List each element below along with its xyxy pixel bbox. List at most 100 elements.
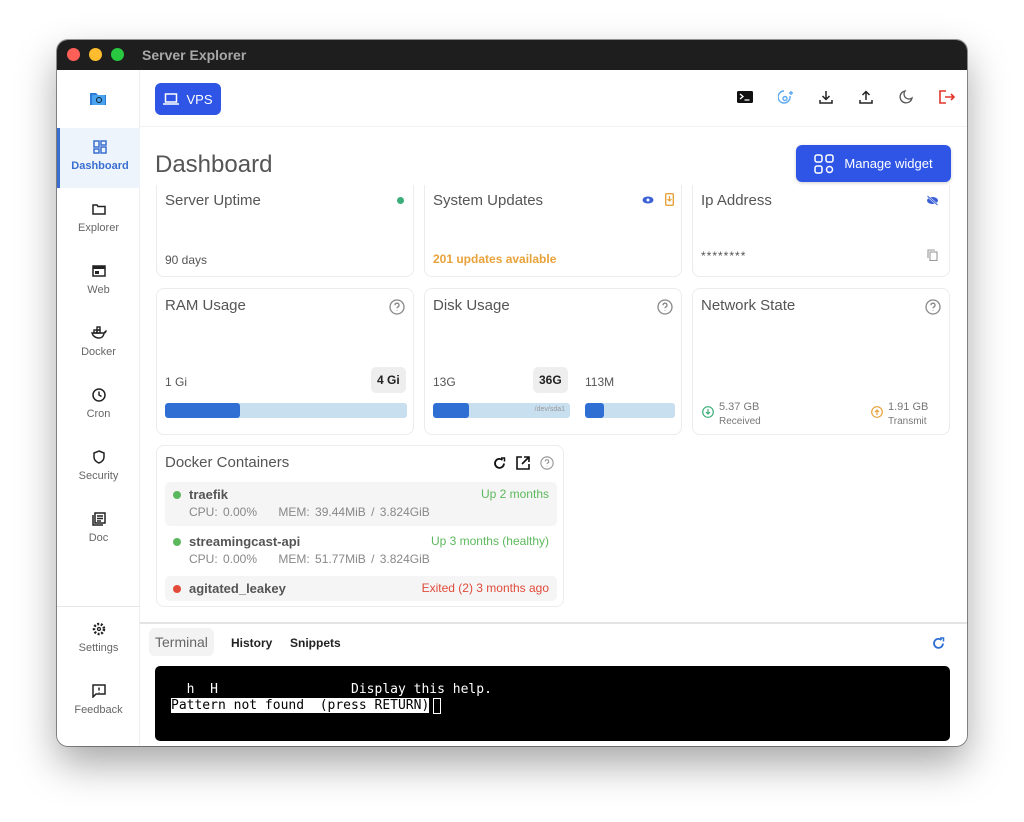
gear-icon	[92, 622, 105, 636]
container-stats: CPU: 0.00% MEM: 39.44MiB / 3.824GiB	[189, 505, 430, 519]
container-status: Up 2 months	[480, 487, 549, 501]
terminal-output[interactable]: h H Display this help. Pattern not found…	[155, 666, 950, 741]
open-external-icon[interactable]	[516, 456, 530, 470]
ram-progress-bar	[165, 403, 407, 418]
refresh-icon[interactable]	[493, 457, 506, 470]
container-name: streamingcast-api	[189, 534, 301, 549]
ai-chat-icon[interactable]	[778, 90, 794, 106]
laptop-icon	[163, 93, 180, 105]
container-row[interactable]: streamingcast-api Up 3 months (healthy) …	[165, 529, 557, 573]
upload-icon[interactable]	[859, 90, 873, 104]
widget-ip-address: Ip Address ********	[692, 185, 950, 277]
transmit-label: Transmit	[888, 416, 927, 427]
sidebar-item-settings[interactable]: Settings	[57, 610, 140, 670]
upload-circle-icon	[871, 406, 883, 418]
status-dot	[173, 538, 181, 546]
eye-icon[interactable]	[642, 195, 654, 205]
updates-available[interactable]: 201 updates available	[433, 252, 557, 266]
widget-ram-usage: RAM Usage 1 Gi 4 Gi	[156, 288, 414, 435]
dashboard-main: Server Uptime 90 days System Updates 201…	[140, 127, 967, 622]
widget-title: Disk Usage	[433, 297, 510, 314]
container-stats: CPU: 0.00% MEM: 51.77MiB / 3.824GiB	[189, 552, 430, 566]
app-logo	[89, 89, 107, 112]
top-header: VPS	[140, 70, 967, 127]
eye-off-icon[interactable]	[926, 195, 939, 206]
sidebar-item-cron[interactable]: Cron	[57, 376, 140, 436]
received-value: 5.37 GB	[719, 401, 760, 413]
sidebar-item-feedback[interactable]: Feedback	[57, 672, 140, 732]
help-icon[interactable]	[925, 299, 941, 315]
window-title: Server Explorer	[142, 47, 247, 63]
logout-icon[interactable]	[939, 90, 955, 104]
widget-title: Ip Address	[701, 192, 772, 209]
sidebar-item-label: Docker	[81, 346, 116, 358]
sidebar-item-label: Cron	[86, 408, 111, 420]
sidebar-item-label: Doc	[88, 532, 109, 544]
disk-progress-bar: /dev/sda1	[433, 403, 570, 418]
tab-history[interactable]: History	[231, 636, 273, 650]
disk-second-progress-fill	[585, 403, 604, 418]
download-icon[interactable]	[819, 90, 833, 104]
widget-title: Server Uptime	[165, 192, 261, 209]
container-cpu: CPU: 0.00%	[189, 505, 258, 519]
doc-icon	[91, 512, 106, 526]
transmit-value: 1.91 GB	[888, 401, 929, 413]
maximize-window-button[interactable]	[111, 48, 124, 61]
disk-device: /dev/sda1	[534, 406, 565, 413]
sidebar-item-doc[interactable]: Doc	[57, 500, 140, 560]
help-icon[interactable]	[389, 299, 405, 315]
dashboard-icon	[93, 140, 107, 154]
container-row[interactable]: traefik Up 2 months CPU: 0.00% MEM: 39.4…	[165, 482, 557, 526]
terminal-icon[interactable]	[737, 90, 753, 104]
disk-total: 36G	[533, 367, 568, 393]
container-row[interactable]: agitated_leakey Exited (2) 3 months ago	[165, 576, 557, 601]
ip-value: ********	[701, 249, 747, 263]
status-dot	[397, 197, 404, 204]
sidebar-divider	[57, 606, 140, 607]
ram-used: 1 Gi	[165, 375, 188, 389]
sidebar-item-label: Feedback	[74, 704, 123, 716]
sidebar-item-web[interactable]: Web	[57, 252, 140, 312]
sidebar-item-security[interactable]: Security	[57, 438, 140, 498]
sidebar-item-dashboard[interactable]: Dashboard	[57, 128, 140, 188]
sidebar-item-label: Security	[78, 470, 119, 482]
terminal-line-highlight: Pattern not found (press RETURN)	[171, 698, 430, 713]
download-circle-icon	[702, 406, 714, 418]
sidebar: Dashboard Explorer Web Docker Cron Secur…	[57, 70, 140, 746]
container-cpu: CPU: 0.00%	[189, 552, 258, 566]
widget-server-uptime: Server Uptime 90 days	[156, 185, 414, 277]
docker-icon	[90, 326, 107, 339]
sidebar-item-explorer[interactable]: Explorer	[57, 190, 140, 250]
refresh-icon[interactable]	[932, 637, 945, 650]
widget-title: Docker Containers	[165, 454, 290, 471]
manage-widget-button[interactable]: Manage widget	[796, 145, 951, 182]
disk-progress-fill	[433, 403, 469, 418]
minimize-window-button[interactable]	[89, 48, 102, 61]
bottom-panel: Terminal History Snippets h H Display th…	[140, 622, 967, 746]
server-select-button[interactable]: VPS	[155, 83, 221, 115]
close-window-button[interactable]	[67, 48, 80, 61]
widget-title: System Updates	[433, 192, 544, 209]
update-icon[interactable]	[665, 193, 674, 206]
help-icon[interactable]	[540, 456, 554, 470]
widget-disk-usage: Disk Usage 13G 36G 113M /dev/sda1	[424, 288, 682, 435]
widget-docker-containers: Docker Containers traefik Up 2 months CP…	[156, 445, 564, 607]
sidebar-item-label: Explorer	[78, 222, 119, 234]
dark-mode-icon[interactable]	[899, 90, 913, 104]
uptime-value: 90 days	[165, 253, 208, 267]
copy-icon[interactable]	[927, 249, 938, 261]
manage-widget-label: Manage widget	[844, 156, 933, 171]
feedback-icon	[91, 684, 106, 698]
terminal-cursor	[433, 698, 441, 714]
clock-icon	[91, 388, 106, 402]
sidebar-item-docker[interactable]: Docker	[57, 314, 140, 374]
tab-snippets[interactable]: Snippets	[290, 636, 341, 650]
terminal-line: h H Display this help.	[171, 682, 492, 697]
app-window: Server Explorer Dashboard Explorer Web D…	[57, 40, 967, 746]
ram-progress-fill	[165, 403, 241, 418]
widget-network-state: Network State 5.37 GB Received 1.91 GB T…	[692, 288, 950, 435]
help-icon[interactable]	[657, 299, 673, 315]
tab-terminal[interactable]: Terminal	[149, 628, 214, 656]
sidebar-item-label: Dashboard	[71, 160, 129, 172]
page-title: Dashboard	[155, 151, 273, 178]
